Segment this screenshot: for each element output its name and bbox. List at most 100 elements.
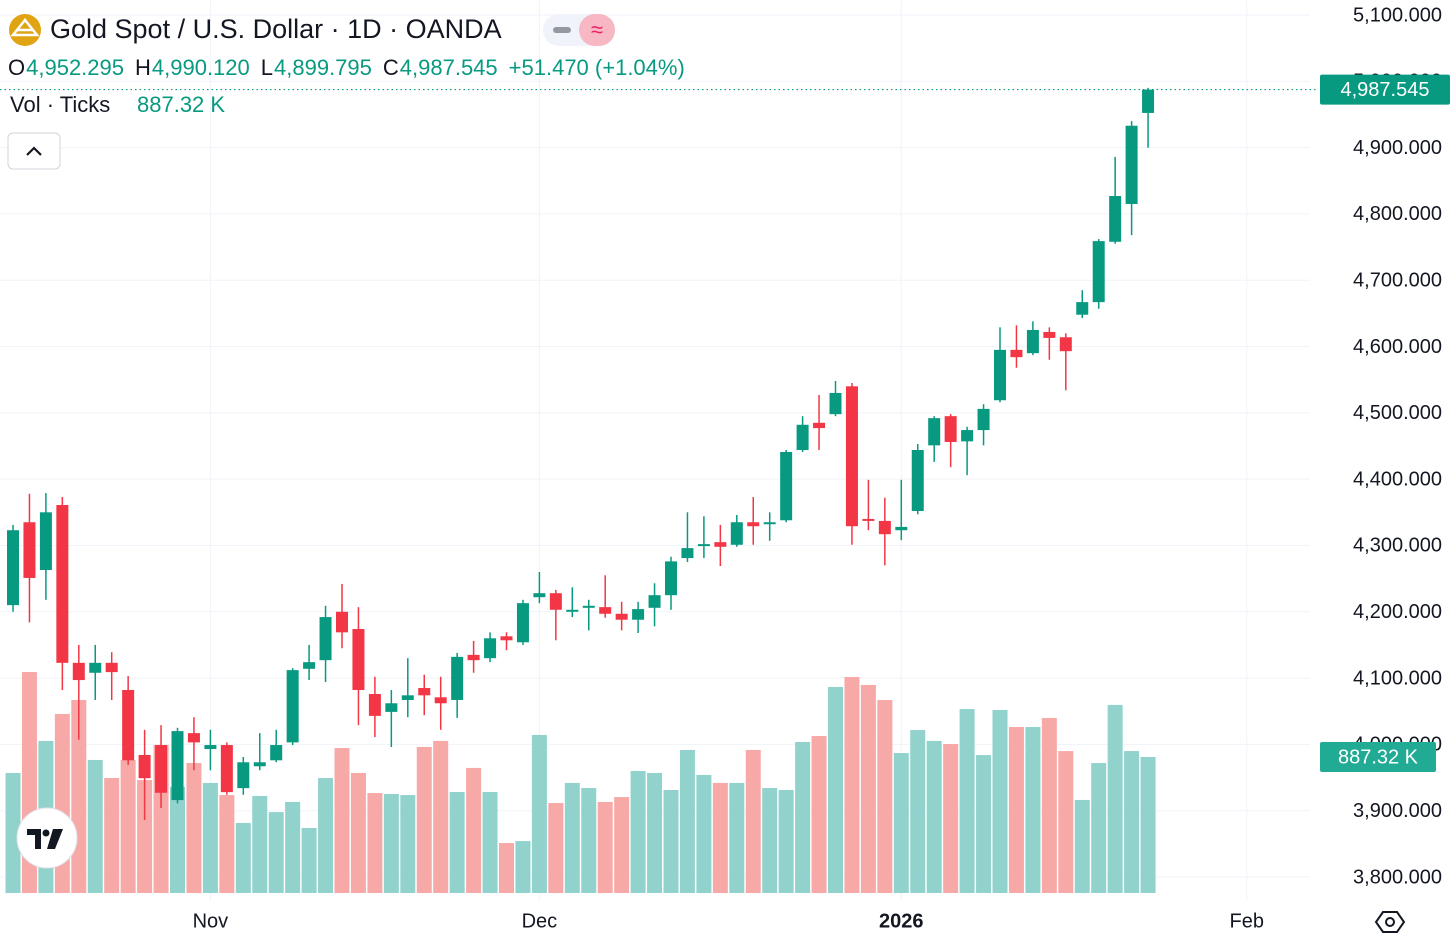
candle-body: [319, 617, 332, 661]
volume-bar: [449, 791, 465, 893]
volume-bar: [416, 746, 432, 893]
symbol-icon: [9, 14, 41, 46]
candle-body: [730, 522, 743, 545]
candle-pane: [0, 87, 1318, 820]
x-tick-label: Nov: [193, 910, 229, 932]
ohlc-key: H: [135, 55, 151, 80]
price-tag: [1320, 74, 1450, 105]
tradingview-logo[interactable]: [16, 807, 78, 869]
candle-body: [220, 745, 233, 793]
ohlc-value: 4,952.295: [26, 55, 124, 80]
volume-bar: [186, 763, 202, 893]
candle-body: [484, 638, 497, 659]
volume-bar: [400, 795, 416, 893]
volume-bar: [433, 740, 449, 893]
volume-bar: [1140, 756, 1156, 893]
volume-bar: [581, 788, 597, 893]
candle-body: [845, 386, 858, 527]
candle-body: [944, 416, 957, 443]
volume-bar: [1074, 799, 1090, 893]
candle-body: [1010, 349, 1023, 358]
collapse-button[interactable]: [7, 132, 61, 170]
volume-bar: [170, 786, 185, 893]
candle-body: [895, 526, 908, 531]
volume-bar: [663, 789, 679, 893]
y-tick-label: 3,800.000: [1353, 866, 1442, 888]
price-tag-label: 4,987.545: [1341, 79, 1430, 101]
candle-body: [566, 609, 579, 612]
volume-bar: [350, 772, 366, 893]
candle-body: [632, 609, 645, 620]
volume-title: Vol · Ticks: [10, 92, 110, 117]
volume-bar: [778, 789, 794, 893]
y-tick-label: 4,100.000: [1353, 667, 1442, 689]
candle-body: [303, 662, 316, 669]
candle-body: [39, 512, 52, 570]
candle-body: [1076, 302, 1089, 315]
volume-bar: [679, 749, 695, 893]
y-tick-label: 4,900.000: [1353, 137, 1442, 159]
volume-bar: [1091, 763, 1107, 893]
volume-bar: [1107, 704, 1123, 893]
candle-body: [516, 603, 529, 643]
svg-text:≈: ≈: [591, 17, 603, 42]
y-tick-label: 3,900.000: [1353, 800, 1442, 822]
ohlc-value: 4,899.795: [274, 55, 372, 80]
candle-body: [467, 654, 480, 661]
y-tick-label: 4,700.000: [1353, 270, 1442, 292]
y-tick-label: 4,300.000: [1353, 535, 1442, 557]
candle-body: [23, 522, 36, 578]
ohlc-legend: O 4,952.295 H 4,990.120 L 4,899.795 C 4,987.545…: [8, 55, 685, 80]
candle-body: [582, 605, 595, 608]
candle-body: [187, 733, 200, 743]
volume-bar: [383, 793, 399, 893]
settings-icon[interactable]: [1374, 911, 1406, 933]
volume-bar: [5, 772, 21, 893]
candle-body: [862, 518, 875, 521]
candle-body: [89, 662, 102, 673]
candle-body: [665, 561, 677, 596]
indicator-toggle[interactable]: ≈: [543, 14, 615, 46]
y-tick-label: 4,600.000: [1353, 336, 1442, 358]
candle-body: [878, 520, 891, 535]
y-tick-label: 4,500.000: [1353, 402, 1442, 424]
volume-bar: [499, 843, 514, 893]
candle-body: [237, 762, 250, 789]
candle-body: [500, 636, 513, 641]
volume-bar: [926, 740, 942, 893]
axis-tags: 4,987.545 887.32 K: [1320, 74, 1450, 772]
candle-body: [763, 522, 776, 525]
volume-bar: [828, 686, 843, 893]
candle-body: [549, 593, 562, 610]
volume-bar: [729, 782, 745, 893]
candle-body: [533, 593, 546, 598]
candle-body: [599, 607, 612, 614]
candle-body: [747, 522, 760, 527]
volume-bar: [745, 749, 761, 893]
ohlc-value: 4,987.545: [400, 55, 498, 80]
candle-body: [138, 754, 151, 779]
price-axis: 3,800.0003,900.0004,000.0004,100.0004,20…: [1353, 4, 1442, 888]
volume-bar: [219, 795, 235, 893]
candle-body: [253, 762, 266, 767]
volume-bar: [137, 780, 153, 893]
volume-bar: [202, 782, 218, 893]
candle-body: [7, 530, 19, 606]
volume-bar: [301, 828, 317, 893]
volume-bar: [696, 774, 712, 893]
candle-body: [171, 731, 184, 801]
ohlc-key: L: [261, 55, 273, 80]
candle-body: [352, 629, 365, 691]
volume-bar: [647, 772, 663, 893]
candle-body: [122, 690, 135, 761]
volume-bar: [482, 791, 498, 893]
y-tick-label: 4,400.000: [1353, 468, 1442, 490]
ohlc-change: +51.470 (+1.04%): [509, 55, 685, 80]
x-tick-label: Feb: [1230, 910, 1264, 932]
volume-tag: [1320, 741, 1436, 772]
volume-bar: [564, 782, 580, 893]
volume-bar: [515, 841, 531, 893]
candle-body: [368, 693, 381, 716]
volume-bar: [252, 795, 268, 893]
